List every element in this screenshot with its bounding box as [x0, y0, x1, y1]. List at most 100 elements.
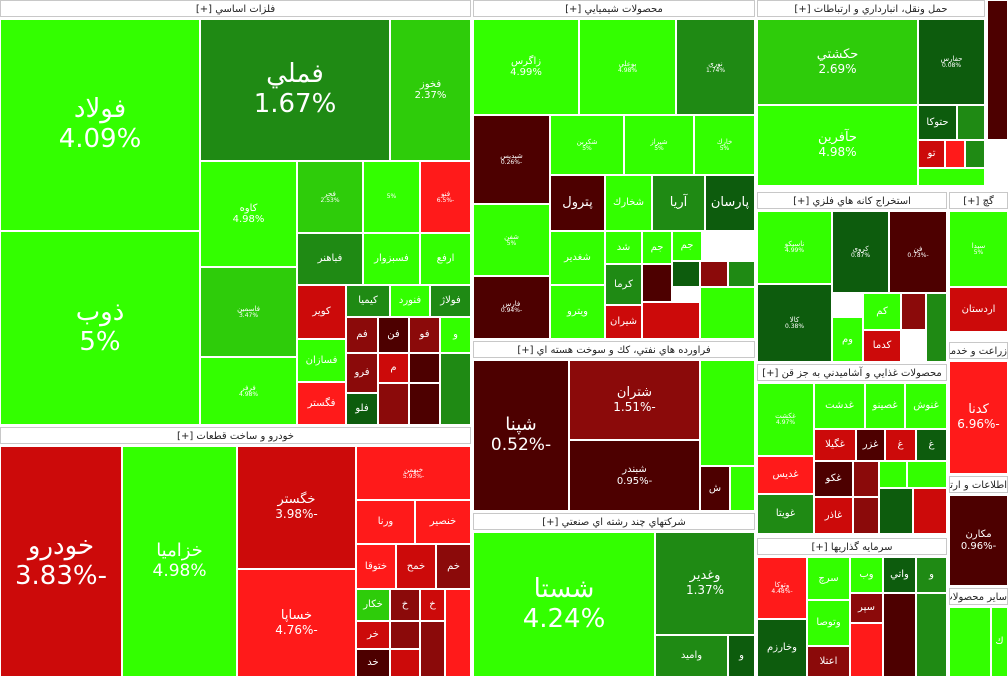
- tile[interactable]: وخارزم: [757, 619, 807, 677]
- tile[interactable]: [409, 383, 440, 425]
- tile[interactable]: [378, 383, 409, 425]
- tile[interactable]: فگستر: [297, 382, 346, 425]
- tile[interactable]: [728, 261, 755, 287]
- tile[interactable]: ورنا: [356, 500, 415, 544]
- sector-header[interactable]: استخراج كانه هاي فلزي [+]: [757, 192, 947, 209]
- tile[interactable]: [879, 461, 907, 488]
- tile[interactable]: كرما: [605, 264, 642, 305]
- tile[interactable]: ش: [700, 466, 730, 511]
- tile[interactable]: شخارك: [605, 175, 652, 231]
- tile[interactable]: [390, 621, 420, 649]
- tile[interactable]: وغدير 1.37%: [655, 532, 755, 635]
- sector-header[interactable]: حمل ونقل، انبارداري و ارتباطات [+]: [757, 0, 985, 17]
- tile[interactable]: زاگرس 4.99%: [473, 19, 579, 115]
- tile[interactable]: بوعلي 4.98%: [579, 19, 676, 115]
- tile[interactable]: كدنا -6.96%: [949, 361, 1008, 474]
- sector-header[interactable]: سرمايه گذاريها [+]: [757, 538, 947, 555]
- tile[interactable]: شپنا -0.52%: [473, 360, 569, 511]
- tile[interactable]: فخوز 2.37%: [390, 19, 471, 161]
- sector-header[interactable]: اطلاعات و ارتباطات [+]: [949, 476, 1008, 493]
- tile[interactable]: خد: [356, 649, 390, 677]
- sector-header[interactable]: محصولات شيميايي [+]: [473, 0, 755, 17]
- tile[interactable]: خنصير: [415, 500, 471, 544]
- tile[interactable]: فن: [378, 317, 409, 353]
- tile[interactable]: غنوش: [905, 383, 947, 429]
- tile[interactable]: فن -0.73%: [889, 211, 947, 293]
- tile[interactable]: [907, 461, 947, 488]
- tile[interactable]: شكربن 5%: [550, 115, 624, 175]
- tile[interactable]: فو: [409, 317, 440, 353]
- tile[interactable]: غگيلا: [814, 429, 856, 461]
- tile[interactable]: فسبزوار: [363, 233, 420, 285]
- tile[interactable]: تو: [918, 140, 945, 168]
- tile[interactable]: شيران: [605, 305, 642, 339]
- tile[interactable]: ذوب 5%: [0, 231, 200, 425]
- tile[interactable]: فسازان: [297, 339, 346, 382]
- tile[interactable]: خ: [390, 589, 420, 621]
- tile[interactable]: غاذر: [814, 497, 853, 534]
- tile[interactable]: فولاد 4.09%: [0, 19, 200, 231]
- tile[interactable]: فنورد: [390, 285, 430, 317]
- tile[interactable]: [420, 621, 445, 677]
- tile[interactable]: نوري 1.74%: [676, 19, 755, 115]
- tile[interactable]: [918, 168, 985, 186]
- tile[interactable]: [926, 293, 947, 362]
- tile[interactable]: فلو: [346, 393, 378, 425]
- tile[interactable]: كم: [863, 293, 901, 330]
- tile[interactable]: ختوقا: [356, 544, 396, 589]
- tile[interactable]: فولاژ: [430, 285, 471, 317]
- tile[interactable]: خزاميا 4.98%: [122, 446, 237, 677]
- tile[interactable]: جم: [642, 231, 672, 264]
- tile[interactable]: غ: [885, 429, 916, 461]
- tile[interactable]: كوير: [297, 285, 346, 339]
- tile[interactable]: اعتلا: [807, 646, 850, 677]
- tile[interactable]: غ: [916, 429, 947, 461]
- tile[interactable]: شپديس -0.26%: [473, 115, 550, 204]
- tile[interactable]: و: [916, 557, 947, 593]
- tile[interactable]: وتوكا -4.48%: [757, 557, 807, 619]
- tile[interactable]: آريا: [652, 175, 705, 231]
- sector-header[interactable]: زراعت و خدمات وابسته [+]: [949, 342, 1008, 359]
- tile[interactable]: [916, 593, 947, 677]
- tile[interactable]: شيراز 5%: [624, 115, 694, 175]
- tile[interactable]: [853, 497, 879, 534]
- tile[interactable]: [879, 488, 913, 534]
- tile[interactable]: غديس: [757, 456, 814, 494]
- tile[interactable]: و: [728, 635, 755, 677]
- tile[interactable]: خم: [436, 544, 471, 589]
- tile[interactable]: غصينو: [865, 383, 905, 429]
- tile[interactable]: [901, 293, 926, 330]
- tile[interactable]: فباهنر: [297, 233, 363, 285]
- tile[interactable]: پارسان: [705, 175, 755, 231]
- tile[interactable]: وب: [850, 557, 883, 593]
- tile[interactable]: سيدا 5%: [949, 211, 1008, 287]
- tile[interactable]: [913, 488, 947, 534]
- tile[interactable]: شبندر -0.95%: [569, 440, 700, 511]
- tile[interactable]: كدما: [863, 330, 901, 362]
- tile[interactable]: كروي 0.87%: [832, 211, 889, 293]
- tile[interactable]: فنو -6.5%: [420, 161, 471, 233]
- tile[interactable]: خمح: [396, 544, 436, 589]
- tile[interactable]: فم: [346, 317, 378, 353]
- tile[interactable]: [445, 589, 471, 677]
- tile[interactable]: خ: [420, 589, 445, 621]
- sector-header[interactable]: فلزات اساسي [+]: [0, 0, 471, 17]
- tile[interactable]: وتوصا: [807, 600, 850, 646]
- tile[interactable]: م: [378, 353, 409, 383]
- tile[interactable]: شستا 4.24%: [473, 532, 655, 677]
- tile[interactable]: ويترو: [550, 285, 605, 339]
- tile[interactable]: [409, 353, 440, 383]
- tile[interactable]: حفارس 0.08%: [918, 19, 985, 105]
- tile[interactable]: خگستر -3.98%: [237, 446, 356, 569]
- tile[interactable]: [642, 264, 672, 302]
- tile[interactable]: فارس -0.94%: [473, 276, 550, 339]
- tile[interactable]: حتوكا: [918, 105, 957, 140]
- tile[interactable]: و: [440, 317, 471, 353]
- tile[interactable]: مكارن -0.96%: [949, 495, 1008, 586]
- tile[interactable]: كالا 0.38%: [757, 284, 832, 362]
- tile[interactable]: فجر 2.53%: [297, 161, 363, 233]
- tile[interactable]: اردستان: [949, 287, 1008, 332]
- tile[interactable]: جم: [672, 231, 702, 261]
- tile[interactable]: [700, 360, 755, 466]
- tile[interactable]: غزر: [856, 429, 885, 461]
